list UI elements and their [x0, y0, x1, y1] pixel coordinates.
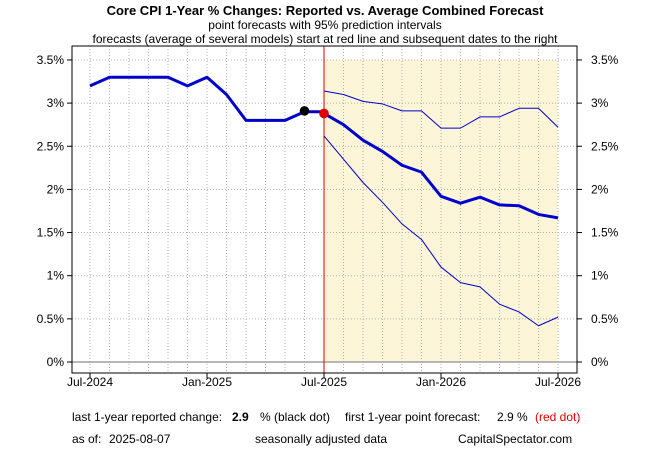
y-tick-label-right: 2.5% [591, 139, 619, 153]
as-of-label: as of: [72, 432, 102, 446]
y-tick-label-right: 3% [591, 96, 609, 110]
y-tick-label-left: 2% [47, 182, 65, 196]
first-forecast-label: first 1-year point forecast: [345, 410, 481, 424]
x-tick-label: Jul-2026 [535, 375, 581, 389]
reported-change-value: 2.9 [232, 410, 249, 424]
y-tick-label-left: 0.5% [37, 312, 65, 326]
series-lower_95 [323, 135, 559, 327]
reported-change-suffix: % (black dot) [260, 410, 331, 424]
x-tick-label: Jan-2026 [416, 375, 466, 389]
series-upper_95 [323, 90, 559, 129]
first-forecast-value: 2.9 % [497, 410, 528, 424]
y-tick-label-right: 0.5% [591, 312, 619, 326]
black-dot [299, 106, 310, 116]
y-tick-label-left: 1% [47, 269, 65, 283]
x-tick-label: Jul-2025 [301, 375, 347, 389]
y-tick-label-right: 0% [591, 355, 609, 369]
source-label: CapitalSpectator.com [458, 432, 573, 446]
reported-change-label: last 1-year reported change: [72, 410, 223, 424]
y-tick-label-left: 3.5% [37, 53, 65, 67]
y-tick-label-right: 3.5% [591, 53, 619, 67]
y-tick-label-right: 1% [591, 269, 609, 283]
y-tick-label-left: 2.5% [37, 139, 65, 153]
series-reported [89, 75, 324, 122]
chart-title: Core CPI 1-Year % Changes: Reported vs. … [106, 3, 544, 18]
chart-subtitle-1: point forecasts with 95% prediction inte… [208, 18, 442, 32]
y-tick-label-left: 0% [47, 355, 65, 369]
y-tick-label-left: 1.5% [37, 226, 65, 240]
seasonal-adjustment-note: seasonally adjusted data [255, 432, 388, 446]
series-forecast [323, 112, 559, 220]
as-of-date: 2025-08-07 [109, 432, 171, 446]
first-forecast-suffix: (red dot) [535, 410, 581, 424]
y-tick-label-left: 3% [47, 96, 65, 110]
x-tick-label: Jan-2025 [182, 375, 232, 389]
chart-subtitle-2: forecasts (average of several models) st… [92, 32, 558, 46]
x-tick-label: Jul-2024 [67, 375, 113, 389]
red-dot [319, 108, 329, 119]
y-tick-label-right: 1.5% [591, 226, 619, 240]
y-tick-label-right: 2% [591, 182, 609, 196]
